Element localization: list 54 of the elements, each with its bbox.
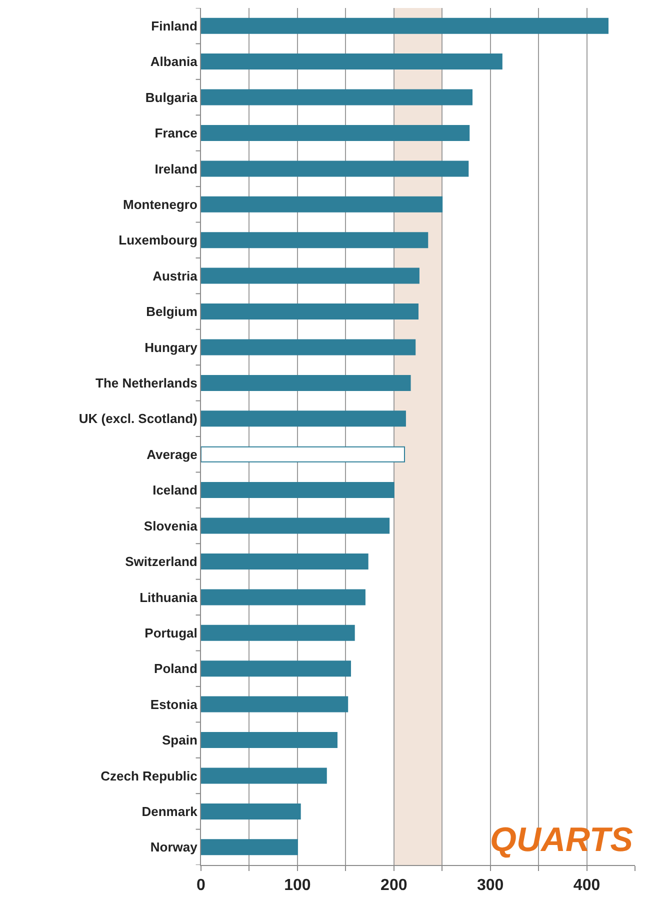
bar bbox=[201, 304, 418, 320]
x-tick-label: 0 bbox=[196, 877, 206, 894]
bar bbox=[201, 768, 327, 784]
bar bbox=[201, 89, 473, 106]
y-tick-label: Norway bbox=[150, 840, 198, 855]
x-tick-label: 400 bbox=[573, 877, 600, 894]
y-tick-label: Switzerland bbox=[125, 554, 198, 570]
y-tick-label: Czech Republic bbox=[100, 768, 198, 784]
bar bbox=[201, 339, 416, 356]
y-tick-label: Montenegro bbox=[123, 196, 198, 212]
y-tick-label: Spain bbox=[162, 732, 198, 748]
bar bbox=[201, 482, 394, 498]
y-tick-label: Poland bbox=[154, 661, 198, 676]
y-tick-label: Ireland bbox=[154, 161, 198, 176]
bar bbox=[201, 624, 355, 641]
annotation: QUARTS bbox=[490, 821, 634, 859]
y-tick-label: Finland bbox=[151, 18, 198, 34]
bar bbox=[201, 196, 443, 212]
y-tick-label: Luxembourg bbox=[118, 232, 198, 248]
y-tick-label: Lithuania bbox=[140, 590, 198, 605]
y-tick-label: Bulgaria bbox=[145, 90, 198, 105]
x-tick-label: 200 bbox=[380, 877, 408, 894]
y-tick-label: Belgium bbox=[146, 304, 198, 320]
bar bbox=[201, 803, 301, 820]
y-tick-label: Denmark bbox=[142, 804, 198, 819]
bar bbox=[201, 732, 338, 748]
y-tick-label: Iceland bbox=[152, 482, 198, 498]
bar bbox=[201, 518, 390, 534]
y-tick-label: Portugal bbox=[144, 625, 198, 640]
bar bbox=[201, 660, 351, 677]
bar bbox=[201, 124, 470, 141]
y-tick-label: Hungary bbox=[144, 340, 198, 355]
bar bbox=[201, 160, 469, 177]
bar bbox=[201, 232, 428, 248]
y-tick-label: Austria bbox=[152, 268, 198, 284]
bar bbox=[201, 589, 366, 606]
bar bbox=[201, 446, 405, 462]
bar bbox=[201, 268, 420, 284]
bar bbox=[201, 54, 502, 70]
y-tick-label: The Netherlands bbox=[96, 375, 198, 390]
y-tick-label: UK (excl. Scotland) bbox=[78, 411, 198, 426]
bar bbox=[201, 553, 368, 570]
y-tick-label: Slovenia bbox=[144, 518, 198, 534]
y-tick-label: Average bbox=[146, 446, 198, 462]
bar bbox=[201, 410, 406, 427]
y-tick-label: Albania bbox=[150, 54, 198, 70]
x-tick-label: 100 bbox=[284, 877, 311, 894]
y-tick-label: Estonia bbox=[150, 696, 198, 712]
bar bbox=[201, 374, 411, 391]
bar bbox=[201, 18, 608, 34]
x-tick-label: 300 bbox=[476, 877, 504, 894]
y-tick-label: France bbox=[154, 126, 198, 141]
bar bbox=[201, 696, 348, 712]
bar bbox=[201, 839, 298, 856]
